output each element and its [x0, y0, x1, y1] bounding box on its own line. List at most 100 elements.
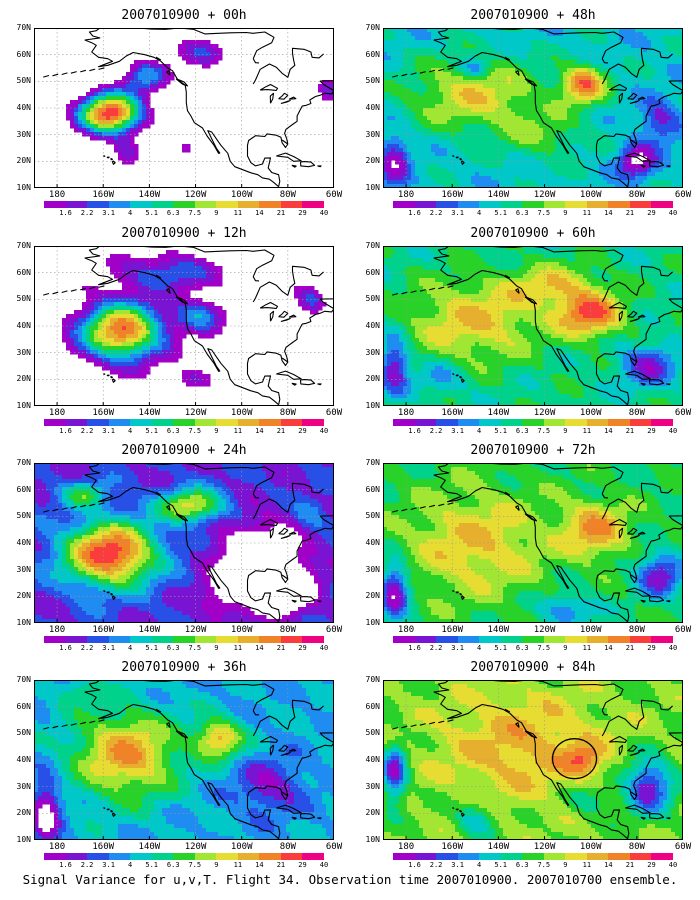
field-cell: [555, 56, 560, 61]
field-cell: [455, 32, 460, 37]
field-cell: [182, 374, 187, 379]
colorbar-label: 9: [563, 209, 568, 217]
field-cell: [314, 294, 319, 299]
field-cell: [391, 152, 396, 157]
field-cell: [627, 254, 632, 259]
field-cell: [467, 76, 472, 81]
field-cell: [463, 68, 468, 73]
field-cell: [447, 120, 452, 125]
field-cell: [126, 80, 131, 85]
field-cell: [70, 342, 75, 347]
field-cell: [455, 36, 460, 41]
field-cell: [126, 298, 131, 303]
field-cell: [639, 176, 644, 181]
field-cell: [94, 310, 99, 315]
field-cell: [146, 116, 151, 121]
field-cell: [154, 354, 159, 359]
field-cell: [495, 92, 500, 97]
field-cell: [142, 322, 147, 327]
field-cell: [635, 148, 640, 153]
coastline-path: [103, 373, 106, 375]
field-cell: [643, 140, 648, 145]
field-cell: [627, 76, 632, 81]
field-cell: [90, 354, 95, 359]
field-cell: [587, 52, 592, 57]
field-cell: [134, 346, 139, 351]
field-cell: [122, 302, 127, 307]
field-cell: [447, 80, 452, 85]
field-cell: [575, 250, 580, 255]
field-cell: [391, 56, 396, 61]
field-cell: [639, 168, 644, 173]
field-cell: [403, 48, 408, 53]
field-cell: [214, 314, 219, 319]
field-cell: [519, 246, 524, 251]
field-cell: [515, 104, 520, 109]
field-cell: [98, 314, 103, 319]
field-cell: [523, 246, 528, 251]
field-cell: [543, 250, 548, 255]
field-cell: [579, 140, 584, 145]
field-cell: [122, 258, 127, 263]
field-cell: [206, 302, 211, 307]
field-cell: [563, 156, 568, 161]
field-cell: [439, 64, 444, 69]
field-cell: [455, 72, 460, 77]
field-cell: [78, 116, 83, 121]
field-cell: [383, 128, 388, 133]
field-cell: [507, 92, 512, 97]
field-cell: [407, 136, 412, 141]
coastline-path: [401, 73, 408, 77]
field-cell: [66, 334, 71, 339]
field-cell: [455, 128, 460, 133]
field-cell: [471, 180, 476, 185]
field-cell: [491, 104, 496, 109]
field-cell: [659, 80, 664, 85]
field-cell: [435, 116, 440, 121]
field-cell: [110, 100, 115, 105]
field-cell: [154, 330, 159, 335]
field-cell: [154, 266, 159, 271]
field-cell: [174, 318, 179, 323]
field-cell: [310, 290, 315, 295]
field-cell: [90, 322, 95, 327]
field-cell: [391, 76, 396, 81]
field-cell: [98, 120, 103, 125]
field-cell: [427, 136, 432, 141]
field-cell: [527, 120, 532, 125]
field-cell: [150, 294, 155, 299]
field-cell: [639, 254, 644, 259]
field-cell: [118, 298, 123, 303]
field-cell: [567, 246, 572, 251]
field-cell: [130, 334, 135, 339]
field-cell: [539, 72, 544, 77]
field-cell: [507, 72, 512, 77]
field-cell: [651, 148, 656, 153]
field-cell: [391, 104, 396, 109]
field-cell: [503, 100, 508, 105]
field-cell: [563, 84, 568, 89]
field-cell: [431, 164, 436, 169]
field-cell: [435, 148, 440, 153]
field-cell: [387, 32, 392, 37]
field-cell: [567, 64, 572, 69]
field-cell: [467, 88, 472, 93]
field-cell: [651, 254, 656, 259]
field-cell: [535, 152, 540, 157]
field-cell: [419, 40, 424, 45]
field-cell: [122, 148, 127, 153]
field-cell: [599, 44, 604, 49]
field-cell: [539, 140, 544, 145]
colorbar-segment: [629, 201, 652, 208]
field-cell: [483, 112, 488, 117]
field-cell: [651, 96, 656, 101]
field-cell: [435, 124, 440, 129]
field-cell: [551, 48, 556, 53]
field-cell: [170, 310, 175, 315]
field-cell: [102, 358, 107, 363]
field-cell: [395, 72, 400, 77]
field-cell: [671, 156, 676, 161]
field-cell: [487, 164, 492, 169]
field-cell: [110, 140, 115, 145]
field-cell: [499, 68, 504, 73]
